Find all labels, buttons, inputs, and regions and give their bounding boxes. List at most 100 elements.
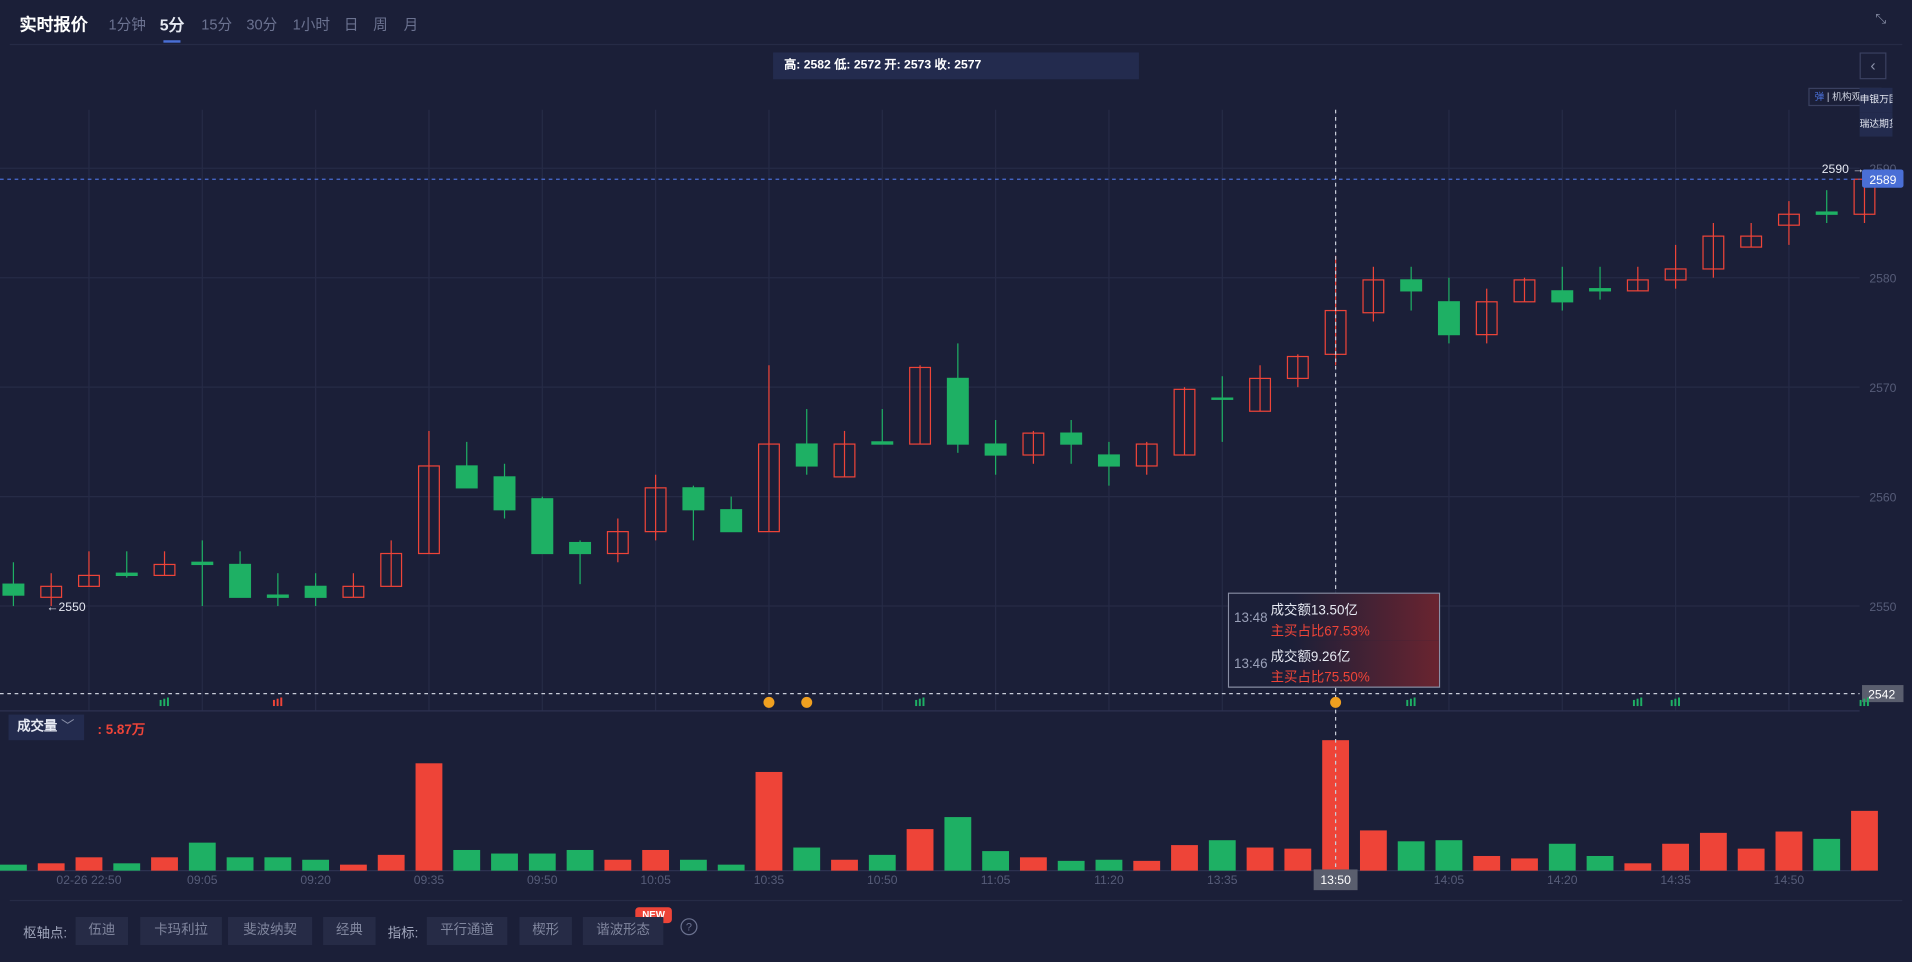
volume-bar	[1851, 810, 1878, 871]
time-tick: 09:35	[414, 873, 445, 887]
time-tick: 09:50	[527, 873, 558, 887]
candle-body	[1362, 279, 1385, 314]
toolbar-button[interactable]: 斐波纳契	[228, 916, 313, 946]
candle-body	[644, 487, 667, 533]
volume-bar	[1775, 831, 1803, 871]
tooltip-row: 13:48 成交额13.50亿 主买占比67.53%	[1229, 593, 1439, 641]
volume-bar	[1662, 843, 1690, 871]
candle-body	[1135, 443, 1158, 467]
last-price-label: 2589	[1869, 173, 1896, 187]
volume-bar	[1435, 840, 1463, 871]
green-bar-marker-icon	[1670, 699, 1673, 707]
toolbar-button[interactable]: 伍迪	[75, 916, 129, 946]
toolbar-button[interactable]: 经典	[323, 916, 376, 946]
candle-body	[304, 585, 327, 598]
chevron-left-icon: ‹	[1870, 56, 1876, 75]
candle-body	[833, 443, 856, 478]
volume-bar	[1057, 860, 1085, 871]
crosshair-price-label: 2542	[1868, 687, 1895, 701]
volume-bar	[339, 864, 367, 871]
volume-bar	[1284, 848, 1312, 871]
volume-bar	[1019, 857, 1047, 871]
green-bar-marker-icon	[1409, 698, 1412, 707]
tab-period[interactable]: 1小时	[292, 15, 331, 33]
broker-tag[interactable]: 申银万国	[1859, 87, 1893, 113]
candle-body	[1060, 432, 1083, 445]
tab-period[interactable]: 1分钟	[108, 15, 146, 33]
green-bar-marker-icon	[159, 699, 162, 707]
volume-bar	[415, 763, 443, 871]
tab-period[interactable]: 15分	[201, 15, 233, 33]
volume-bar	[75, 857, 103, 871]
candle-body	[795, 443, 818, 467]
danmu-icon: 弹	[1814, 91, 1825, 103]
toolbar-button[interactable]: 楔形	[519, 916, 572, 946]
ohlc-info: 高: 2582 低: 2572 开: 2573 收: 2577	[773, 52, 1139, 80]
toolbar-button[interactable]: 平行通道	[426, 916, 508, 946]
tooltip-amount: 成交额9.26亿	[1270, 649, 1351, 665]
chevron-down-icon: ﹀	[61, 719, 75, 735]
volume-bar	[1133, 860, 1161, 871]
candle-body	[342, 585, 365, 598]
tab-period[interactable]: 30分	[246, 15, 278, 33]
tab-period[interactable]: 5分	[160, 12, 184, 43]
coin-marker-icon	[763, 696, 775, 708]
volume-indicator-select[interactable]: 成交量 ﹀	[8, 714, 85, 741]
toolbar-button[interactable]: 谐波形态	[582, 916, 664, 946]
tab-period[interactable]: 周	[373, 15, 388, 33]
toolbar-button[interactable]: 卡玛利拉	[140, 916, 222, 946]
volume-bar	[793, 847, 821, 871]
volume-bar	[868, 854, 896, 871]
broker-tag[interactable]: 瑞达期货	[1859, 112, 1893, 137]
red-bar-marker-icon	[272, 699, 275, 707]
volume-bar	[831, 859, 858, 871]
compress-icon[interactable]: ⤡	[1875, 12, 1887, 27]
tooltip-time: 13:48	[1234, 610, 1268, 626]
red-bar-marker-icon	[280, 697, 283, 707]
candle-body	[984, 443, 1007, 456]
price-tick: 2550	[1869, 600, 1896, 614]
green-bar-marker-icon	[1674, 698, 1677, 707]
volume-bar	[604, 859, 632, 871]
volume-bar	[1171, 845, 1198, 871]
candle-body	[1589, 288, 1612, 292]
candle-body	[455, 465, 478, 489]
candle-body	[115, 572, 138, 577]
volume-bar	[377, 854, 405, 871]
time-tick: 09:20	[300, 873, 331, 887]
candle-body	[757, 443, 780, 533]
tooltip-amount: 成交额13.50亿	[1270, 603, 1358, 619]
candle-body	[1249, 377, 1272, 412]
volume-label: 成交量	[17, 719, 58, 735]
volume-value: : 5.87万	[97, 723, 146, 738]
coin-marker-icon	[1330, 696, 1342, 708]
green-bar-marker-icon	[1632, 699, 1635, 707]
help-icon[interactable]: ?	[680, 918, 698, 936]
time-tick: 10:35	[754, 873, 785, 887]
green-bar-marker-icon	[1859, 699, 1862, 707]
price-tick: 2580	[1869, 272, 1896, 286]
green-bar-marker-icon	[166, 697, 169, 707]
volume-bar	[1095, 859, 1123, 871]
price-tick: 2560	[1869, 490, 1896, 504]
candle-body	[493, 476, 516, 511]
candle-body	[1437, 301, 1460, 336]
tab-period[interactable]: 月	[403, 15, 419, 33]
tab-period[interactable]: 日	[343, 15, 359, 33]
candle-body	[1702, 235, 1725, 270]
green-bar-marker-icon	[1678, 697, 1680, 707]
volume-bar	[1473, 855, 1501, 871]
volume-bar	[755, 771, 783, 871]
time-tick: 11:20	[1094, 873, 1124, 887]
candle-body	[266, 594, 289, 598]
max-marker: 2590 →	[1822, 162, 1865, 176]
candle-body	[606, 531, 629, 555]
candle-body	[531, 498, 554, 555]
collapse-button[interactable]: ‹	[1859, 52, 1887, 80]
volume-bar	[264, 857, 292, 871]
candle-body	[1626, 279, 1649, 292]
candle-body	[153, 563, 176, 577]
volume-bar	[113, 863, 141, 871]
